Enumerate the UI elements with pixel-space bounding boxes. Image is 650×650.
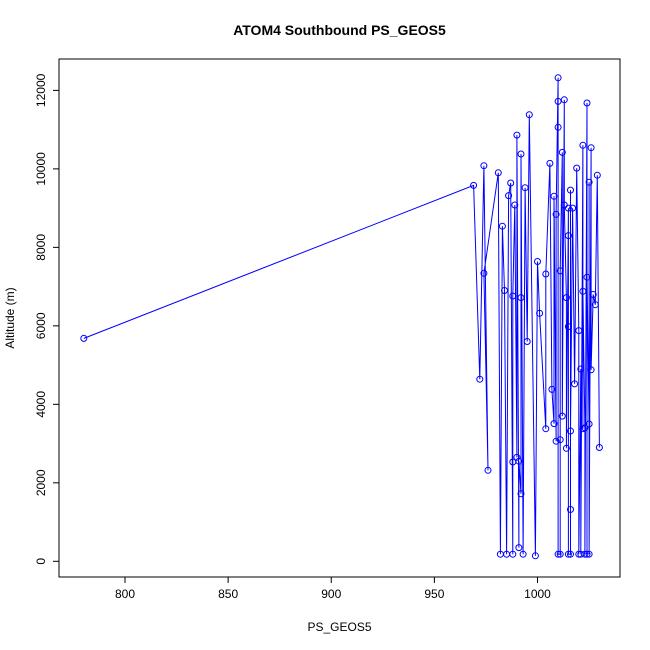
data-point (476, 375, 484, 383)
data-point (569, 204, 577, 212)
data-point (517, 490, 525, 498)
y-tick-label: 0 (34, 558, 48, 565)
data-point (513, 453, 521, 461)
data-point (595, 444, 603, 451)
data-point (550, 420, 558, 428)
data-point (589, 291, 597, 298)
data-point (556, 550, 564, 558)
data-point (583, 273, 591, 281)
y-tick-label: 4000 (34, 391, 48, 418)
x-tick-label: 1000 (524, 587, 551, 601)
data-point (585, 420, 593, 428)
data-point (513, 131, 521, 139)
data-point (587, 144, 595, 152)
data-point (556, 436, 564, 444)
data-point (554, 97, 562, 105)
data-point (521, 184, 529, 192)
data-point (534, 258, 541, 265)
y-tick-label: 2000 (34, 469, 48, 496)
data-point (80, 334, 88, 342)
data-point (554, 74, 562, 82)
data-point (484, 466, 492, 474)
x-axis-title: PS_GEOS5 (307, 620, 371, 634)
data-point (564, 204, 572, 212)
data-point (581, 424, 589, 432)
data-point (564, 550, 572, 558)
chart-title: ATOM4 Southbound PS_GEOS5 (233, 22, 446, 38)
data-point (577, 365, 585, 373)
series-line (83, 77, 600, 556)
data-point (558, 412, 566, 420)
y-tick-label: 10000 (34, 152, 48, 186)
y-axis: 0 2000 4000 6000 8000 10000 12000 (34, 73, 60, 565)
data-point (554, 123, 562, 131)
data-point (546, 159, 554, 167)
data-point (593, 171, 601, 179)
data-point (581, 550, 589, 558)
data-point (548, 385, 556, 393)
data-point (575, 327, 583, 335)
data-point (542, 270, 550, 278)
data-point (579, 287, 587, 295)
data-point (554, 550, 562, 558)
data-point (542, 425, 550, 433)
data-point (480, 162, 488, 170)
data-point (511, 201, 519, 209)
data-point (562, 444, 570, 452)
y-tick-label: 12000 (34, 73, 48, 107)
x-tick-label: 950 (424, 587, 444, 601)
data-point (567, 186, 574, 194)
data-point (560, 96, 568, 104)
data-point (550, 192, 558, 200)
data-point (501, 287, 508, 294)
data-point (494, 169, 502, 177)
y-tick-label: 6000 (34, 312, 48, 339)
data-point (562, 294, 570, 302)
data-point (509, 550, 517, 558)
data-point (591, 301, 599, 309)
data-point (525, 111, 533, 119)
data-point (564, 323, 572, 331)
data-point (573, 164, 581, 172)
data-point (552, 210, 560, 218)
data-point (567, 550, 574, 558)
data-point (571, 380, 579, 388)
data-point (564, 232, 572, 240)
x-tick-label: 900 (321, 587, 341, 601)
data-point (515, 544, 523, 552)
data-point (507, 179, 515, 187)
data-point (498, 222, 506, 230)
data-point (531, 552, 539, 560)
data-point (583, 550, 591, 558)
y-tick-label: 8000 (34, 234, 48, 261)
data-point (585, 178, 593, 186)
data-point (515, 457, 523, 465)
data-point (505, 192, 513, 200)
data-point (552, 437, 560, 445)
data-point (517, 294, 525, 302)
data-point (509, 292, 517, 300)
data-point (536, 309, 544, 317)
data-point (470, 181, 478, 189)
data-point (567, 427, 574, 435)
data-point (587, 366, 595, 374)
x-axis: 800 850 900 950 1000 (115, 576, 551, 601)
x-tick-label: 800 (115, 587, 135, 601)
data-point (585, 550, 593, 558)
data-point (523, 338, 531, 345)
y-axis-title: Altitude (m) (3, 287, 17, 348)
data-point (583, 99, 591, 107)
data-point (567, 506, 574, 513)
data-point (517, 150, 525, 158)
data-point (558, 148, 566, 156)
x-tick-label: 850 (218, 587, 238, 601)
series-layer (80, 74, 603, 560)
data-point (519, 550, 527, 558)
data-point (556, 267, 564, 275)
data-point (579, 141, 587, 149)
data-point (480, 269, 488, 277)
